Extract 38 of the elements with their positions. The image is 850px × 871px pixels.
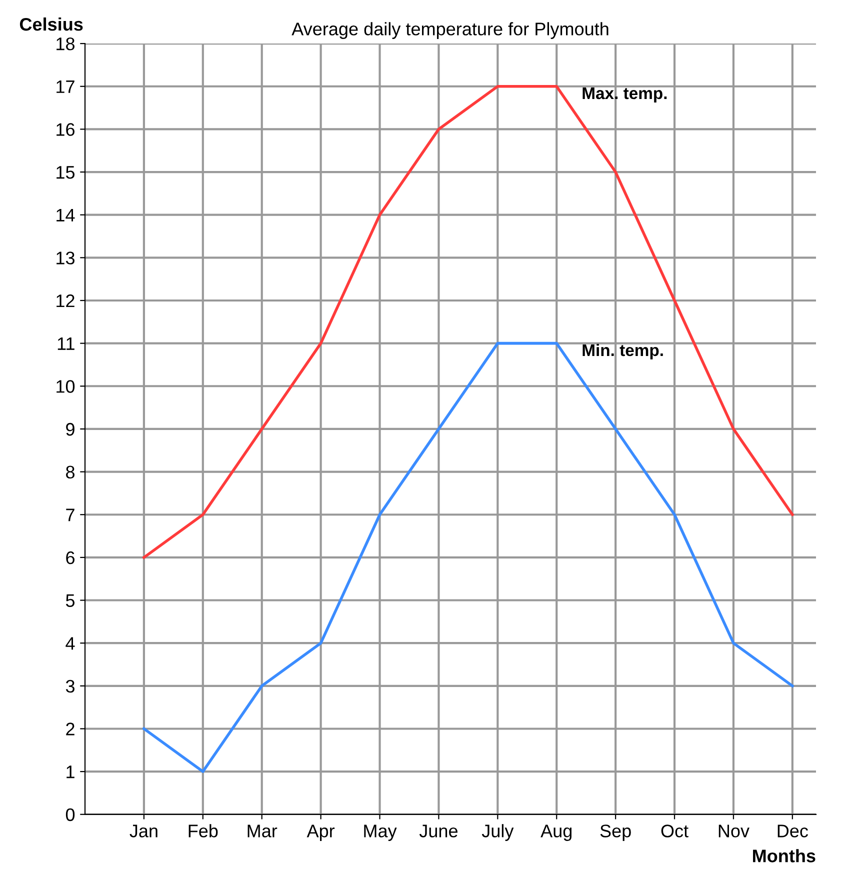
x-tick-label: June [419, 824, 458, 838]
y-tick-label: 1 [66, 766, 74, 778]
x-tick-label: Oct [661, 824, 688, 838]
x-tick-label: May [364, 824, 397, 841]
y-tick-label: 15 [56, 166, 75, 179]
y-tick-label: 13 [56, 252, 74, 264]
x-tick-label: Dec [778, 824, 808, 838]
y-axis-title: Celsius [20, 17, 83, 31]
x-axis-title: Months [753, 849, 816, 862]
y-tick-label: 2 [66, 722, 74, 736]
x-tick-label: Mar [248, 824, 278, 838]
y-tick-label: 3 [66, 680, 74, 693]
y-tick-label: 11 [58, 337, 74, 350]
x-tick-label: Nov [718, 824, 750, 838]
y-tick-label: 14 [56, 208, 75, 222]
y-tick-label: 8 [66, 466, 74, 479]
x-tick-label: Jan [130, 824, 158, 838]
y-tick-label: 18 [56, 37, 74, 50]
y-tick-label: 6 [66, 551, 74, 564]
line-series [142, 84, 794, 559]
chart-title: Average daily temperature for Plymouth [292, 22, 608, 39]
series-label: Max. temp. [582, 88, 667, 102]
x-tick-label: Aug [540, 824, 572, 841]
line-series [142, 342, 794, 773]
y-tick-label: 10 [56, 380, 75, 393]
x-tick-label: Feb [188, 824, 218, 838]
y-tick-label: 0 [66, 808, 75, 822]
y-tick-label: 7 [66, 508, 74, 522]
x-tick-label: Apr [306, 824, 335, 841]
y-tick-label: 9 [66, 422, 74, 436]
x-tick-label: July [482, 824, 514, 841]
series-label: Min. temp. [582, 344, 663, 360]
y-tick-label: 12 [56, 294, 74, 308]
y-tick-label: 5 [66, 594, 75, 607]
x-tick-label: Sep [600, 824, 631, 841]
y-tick-label: 4 [66, 637, 75, 650]
y-tick-label: 17 [56, 80, 74, 93]
y-tick-label: 16 [56, 123, 74, 136]
